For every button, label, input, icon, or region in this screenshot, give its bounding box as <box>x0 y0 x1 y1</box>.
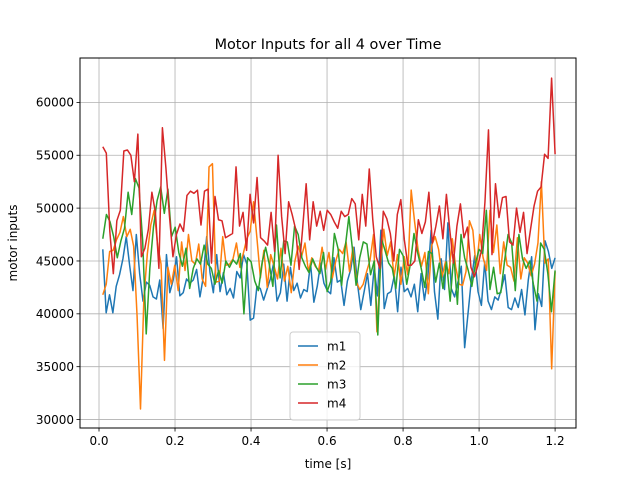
x-tick-label: 0.2 <box>165 434 184 448</box>
x-tick-label: 1.0 <box>470 434 489 448</box>
x-axis-label: time [s] <box>305 457 352 471</box>
y-tick-label: 40000 <box>36 307 74 321</box>
x-tick-label: 0.6 <box>318 434 337 448</box>
series-line-m3 <box>102 177 556 336</box>
y-tick-label: 35000 <box>36 360 74 374</box>
legend-label-m1: m1 <box>327 339 346 353</box>
y-tick-label: 55000 <box>36 149 74 163</box>
axis-ticks: 0.0 0.2 0.4 0.6 0.8 1.0 1.2 30000 35000 40000 4500… <box>36 96 565 448</box>
plot-frame <box>79 57 577 429</box>
series-line-m4 <box>102 77 556 278</box>
y-tick-label: 45000 <box>36 254 74 268</box>
x-tick-label: 1.2 <box>546 434 565 448</box>
legend-label-m4: m4 <box>327 396 346 410</box>
y-tick-label: 30000 <box>36 413 74 427</box>
y-tick-label: 50000 <box>36 201 74 215</box>
x-tick-label: 0.8 <box>394 434 413 448</box>
x-tick-label: 0.0 <box>89 434 108 448</box>
series-line-m1 <box>102 222 556 349</box>
grid <box>80 58 576 428</box>
series-lines <box>102 77 556 410</box>
chart-title: Motor Inputs for all 4 over Time <box>215 37 442 53</box>
series-line-m2 <box>102 162 556 410</box>
legend-label-m3: m3 <box>327 377 346 391</box>
legend-box <box>289 331 361 421</box>
y-tick-label: 60000 <box>36 96 74 110</box>
x-tick-label: 0.4 <box>241 434 260 448</box>
y-axis-label: motor inputs <box>6 205 20 282</box>
legend-label-m2: m2 <box>327 358 346 372</box>
legend: m1 m2 m3 m4 <box>289 331 361 421</box>
